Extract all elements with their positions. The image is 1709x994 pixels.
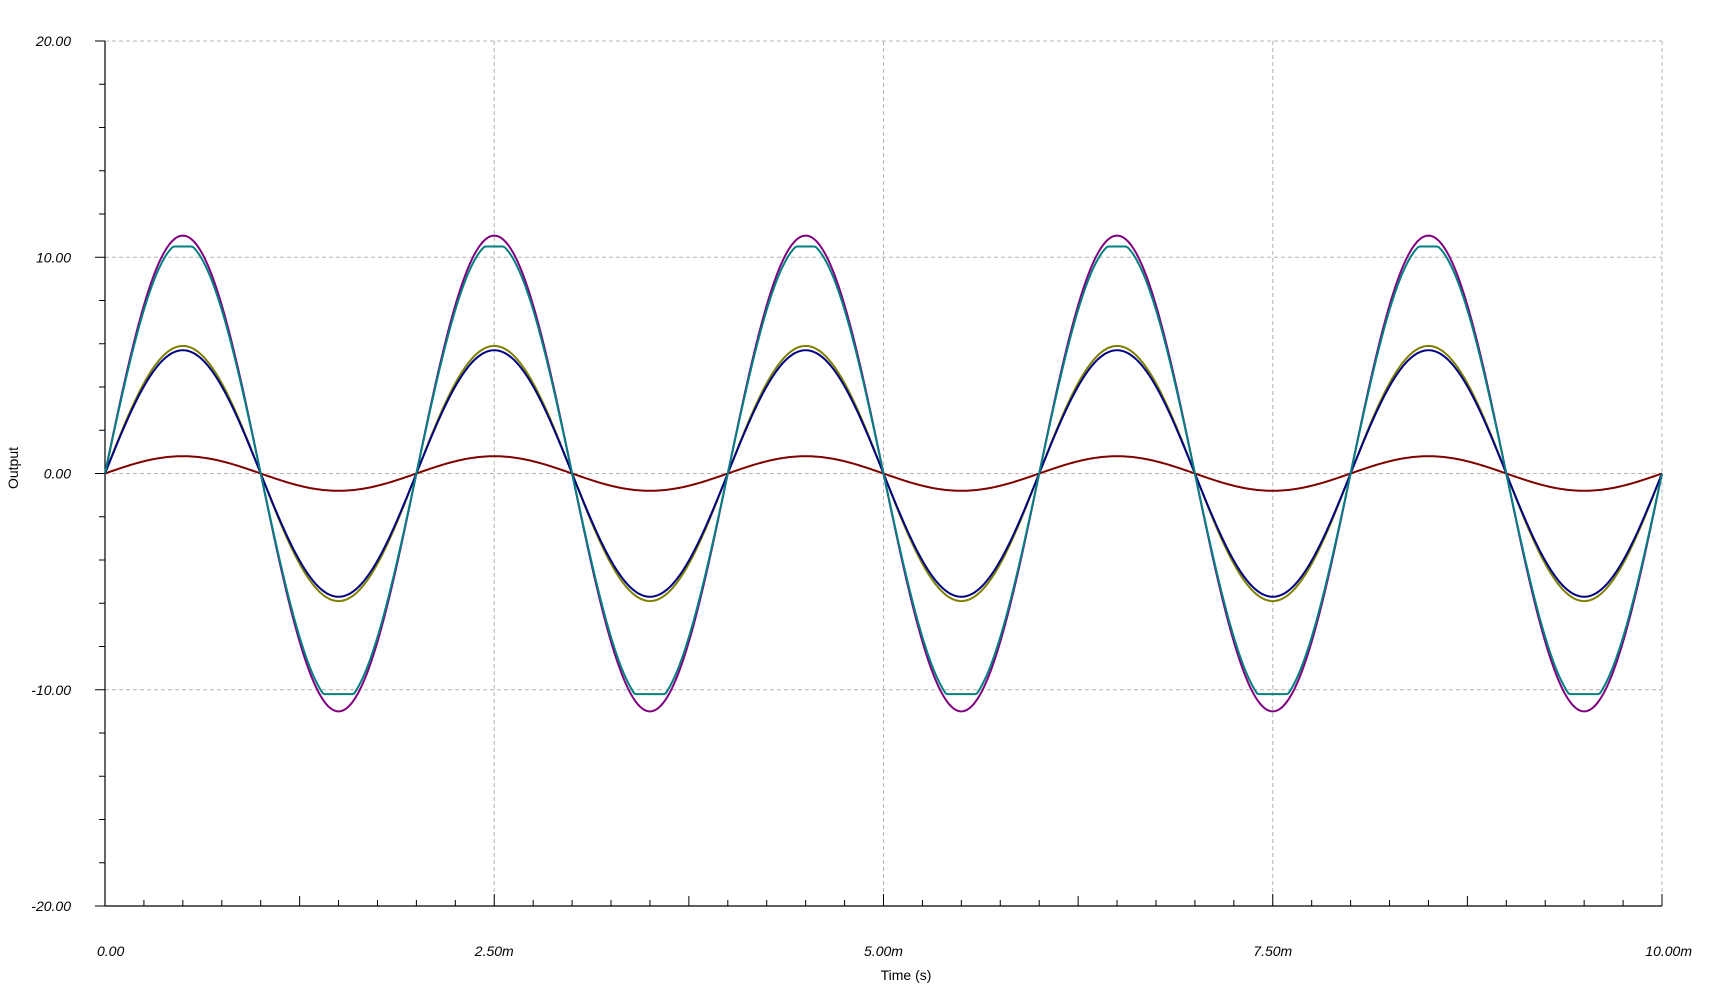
y-tick-label: 20.00 [35,33,71,49]
y-tick-label: 10.00 [36,249,71,265]
minor-ticks [95,40,1663,907]
series-layer [104,234,1663,713]
tick-labels: 20.00 10.00 0.00 -10.00 -20.00 0.00 2.50m 5.00m… [31,33,1692,959]
x-tick-label: 7.50m [1253,943,1292,959]
x-tick-label: 0.00 [97,943,124,959]
x-axis-label: Time (s) [881,967,932,983]
x-tick-label: 2.50m [474,943,514,959]
y-tick-label: -20.00 [31,898,71,914]
series-line-5 [104,245,1663,696]
y-tick-label: 0.00 [44,466,71,482]
y-axis-label: Output [5,447,21,489]
x-tick-label: 10.00m [1645,943,1692,959]
y-tick-label: -10.00 [31,682,71,698]
x-tick-label: 5.00m [864,943,903,959]
